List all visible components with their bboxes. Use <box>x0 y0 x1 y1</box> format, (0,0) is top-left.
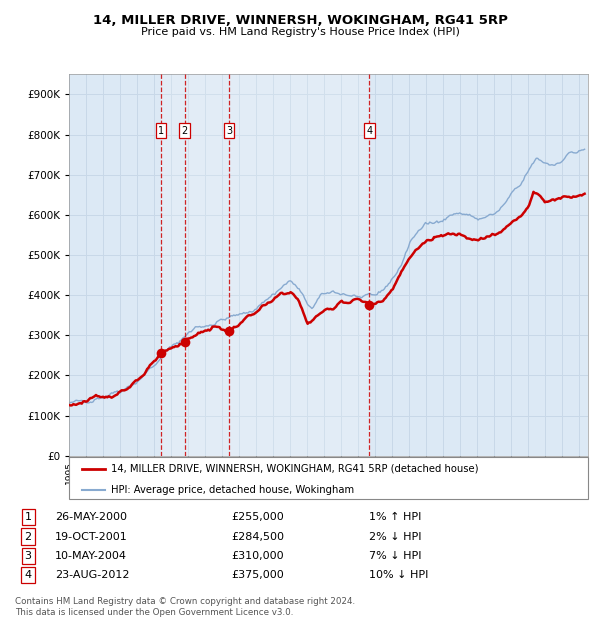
Text: 14, MILLER DRIVE, WINNERSH, WOKINGHAM, RG41 5RP: 14, MILLER DRIVE, WINNERSH, WOKINGHAM, R… <box>92 14 508 27</box>
Text: 7% ↓ HPI: 7% ↓ HPI <box>369 551 422 560</box>
FancyBboxPatch shape <box>69 457 588 499</box>
Text: 19-OCT-2001: 19-OCT-2001 <box>55 531 128 541</box>
Text: 14, MILLER DRIVE, WINNERSH, WOKINGHAM, RG41 5RP (detached house): 14, MILLER DRIVE, WINNERSH, WOKINGHAM, R… <box>110 464 478 474</box>
Text: £310,000: £310,000 <box>231 551 284 560</box>
Text: £284,500: £284,500 <box>231 531 284 541</box>
Text: 3: 3 <box>226 126 232 136</box>
Text: HPI: Average price, detached house, Wokingham: HPI: Average price, detached house, Woki… <box>110 485 353 495</box>
Text: 2% ↓ HPI: 2% ↓ HPI <box>369 531 422 541</box>
Text: 26-MAY-2000: 26-MAY-2000 <box>55 512 127 522</box>
Text: 4: 4 <box>366 126 373 136</box>
Text: 1: 1 <box>25 512 32 522</box>
Text: £375,000: £375,000 <box>231 570 284 580</box>
Text: 1% ↑ HPI: 1% ↑ HPI <box>369 512 421 522</box>
Text: Price paid vs. HM Land Registry's House Price Index (HPI): Price paid vs. HM Land Registry's House … <box>140 27 460 37</box>
Bar <box>161 74 370 456</box>
Text: 10% ↓ HPI: 10% ↓ HPI <box>369 570 428 580</box>
Text: 2: 2 <box>25 531 32 541</box>
Text: 10-MAY-2004: 10-MAY-2004 <box>55 551 127 560</box>
Text: Contains HM Land Registry data © Crown copyright and database right 2024.
This d: Contains HM Land Registry data © Crown c… <box>15 598 355 617</box>
Text: 3: 3 <box>25 551 32 560</box>
Text: £255,000: £255,000 <box>231 512 284 522</box>
Text: 23-AUG-2012: 23-AUG-2012 <box>55 570 130 580</box>
Text: 4: 4 <box>25 570 32 580</box>
Text: 1: 1 <box>158 126 164 136</box>
Text: 2: 2 <box>182 126 188 136</box>
